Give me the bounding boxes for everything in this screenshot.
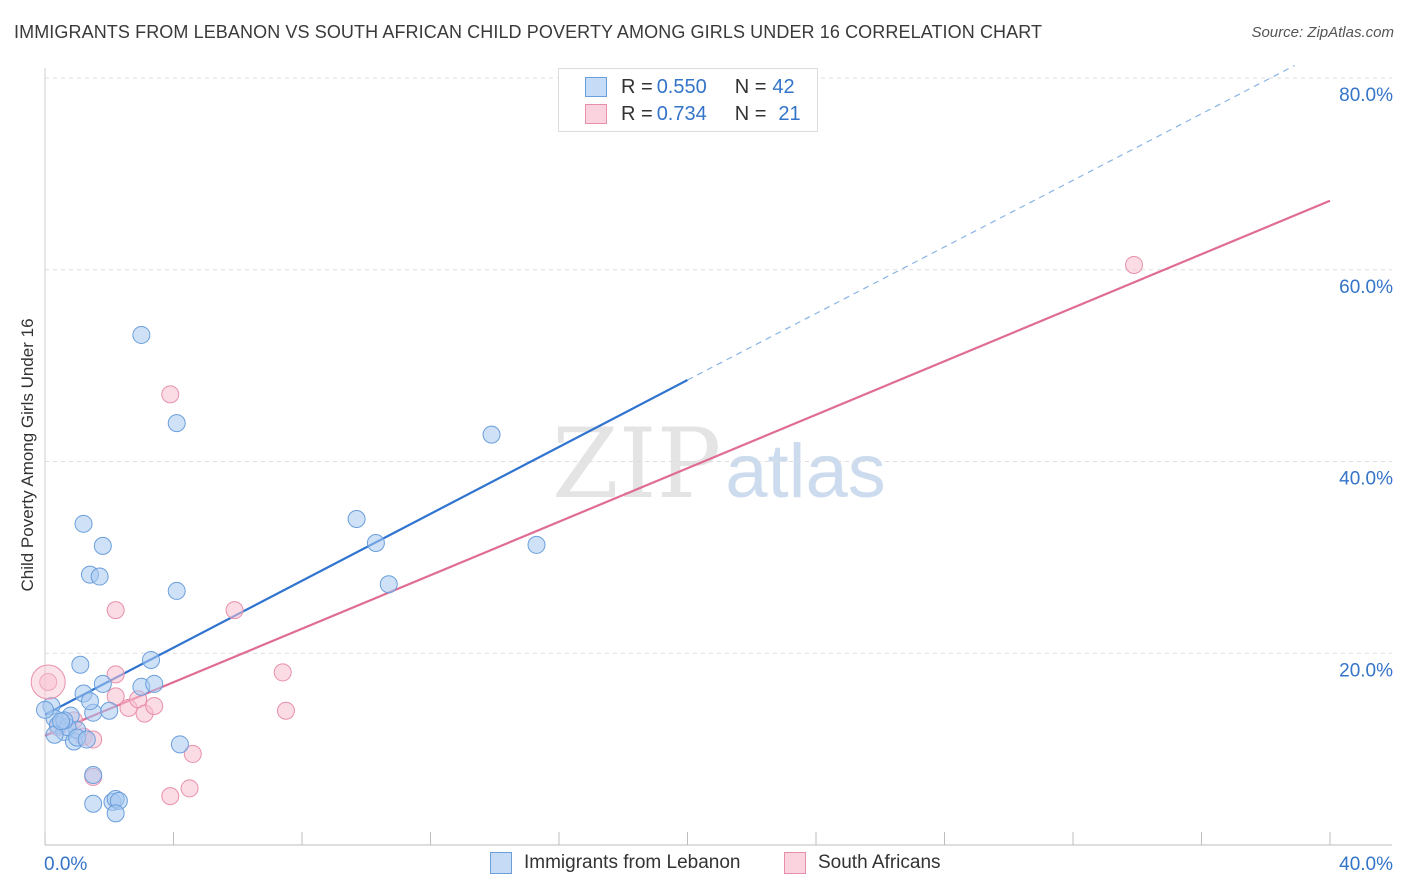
point-south-africans-cluster	[30, 664, 66, 700]
legend-label-south-africans: South Africans	[818, 852, 941, 873]
point-lebanon	[347, 510, 366, 529]
point-lebanon	[93, 674, 112, 693]
n-value: 42	[772, 75, 795, 98]
legend-item-south-africans[interactable]: South Africans	[784, 852, 941, 874]
x-tick-label: 0.0%	[44, 854, 87, 875]
trendline-lebanon	[44, 379, 689, 716]
source-label: Source: ZipAtlas.com	[1251, 24, 1394, 41]
point-lebanon	[74, 514, 93, 533]
tick-labels: Child Poverty Among Girls Under 16 20.0% 4…	[18, 85, 1393, 875]
point-lebanon	[106, 804, 125, 823]
point-south-africans	[106, 601, 125, 620]
point-lebanon	[132, 325, 151, 344]
axes	[44, 68, 1392, 846]
trendline-lebanon-extension	[687, 65, 1295, 381]
n-label: N =	[734, 75, 767, 98]
y-tick-label: 80.0%	[1339, 85, 1393, 106]
point-lebanon	[170, 735, 189, 754]
point-lebanon	[36, 700, 54, 719]
r-label: R =	[621, 75, 653, 98]
point-lebanon	[167, 581, 186, 600]
y-tick-label: 40.0%	[1339, 469, 1393, 490]
legend-swatch-pink	[784, 852, 806, 874]
data-points	[30, 255, 1144, 823]
point-lebanon	[366, 533, 385, 552]
chart-title: IMMIGRANTS FROM LEBANON VS SOUTH AFRICAN…	[14, 22, 1043, 42]
point-lebanon	[482, 425, 501, 444]
point-south-africans	[225, 601, 244, 620]
point-lebanon	[145, 674, 164, 693]
point-south-africans	[145, 696, 164, 715]
gridlines	[45, 77, 1392, 654]
swatch-blue	[585, 77, 607, 97]
n-label: N =	[734, 102, 767, 125]
point-lebanon	[77, 730, 96, 749]
point-lebanon	[71, 655, 90, 674]
point-lebanon	[90, 567, 109, 586]
x-tick-label: 40.0%	[1339, 854, 1393, 875]
point-south-africans	[161, 787, 180, 806]
legend-label-lebanon: Immigrants from Lebanon	[524, 852, 741, 873]
point-south-africans	[183, 744, 202, 763]
point-lebanon	[142, 650, 161, 669]
legend-swatch-blue	[490, 852, 512, 874]
stats-box: R = 0.550 N = 42 R = 0.734 N = 21	[558, 68, 818, 132]
point-lebanon	[167, 414, 186, 433]
point-lebanon	[84, 794, 103, 813]
watermark-zip: ZIP	[552, 408, 722, 520]
point-lebanon	[52, 712, 71, 731]
point-lebanon	[379, 575, 398, 594]
y-axis-title: Child Poverty Among Girls Under 16	[18, 318, 37, 591]
r-value: 0.550	[656, 75, 707, 98]
watermark: ZIPatlas	[552, 408, 886, 520]
watermark-atlas: atlas	[725, 429, 886, 514]
swatch-pink	[585, 104, 607, 124]
stats-row-south-africans: R = 0.734 N = 21	[585, 101, 801, 127]
trendline-south-africans	[44, 199, 1331, 737]
r-label: R =	[621, 102, 653, 125]
point-south-africans	[273, 663, 292, 682]
point-south-africans	[161, 385, 180, 404]
point-lebanon	[84, 766, 103, 785]
point-lebanon	[100, 701, 119, 720]
y-tick-label: 60.0%	[1339, 277, 1393, 298]
n-value: 21	[778, 102, 801, 125]
point-south-africans	[39, 673, 58, 692]
y-tick-label: 20.0%	[1339, 660, 1393, 681]
point-south-africans	[276, 701, 295, 720]
point-south-africans	[1125, 255, 1144, 274]
point-south-africans	[106, 665, 125, 684]
stats-row-lebanon: R = 0.550 N = 42	[585, 74, 795, 100]
point-lebanon	[93, 536, 112, 555]
point-south-africans	[180, 779, 199, 798]
r-value: 0.734	[656, 102, 707, 125]
legend-item-lebanon[interactable]: Immigrants from Lebanon	[490, 852, 741, 874]
trendlines	[44, 65, 1331, 737]
point-lebanon	[80, 692, 99, 711]
point-lebanon	[527, 535, 546, 554]
